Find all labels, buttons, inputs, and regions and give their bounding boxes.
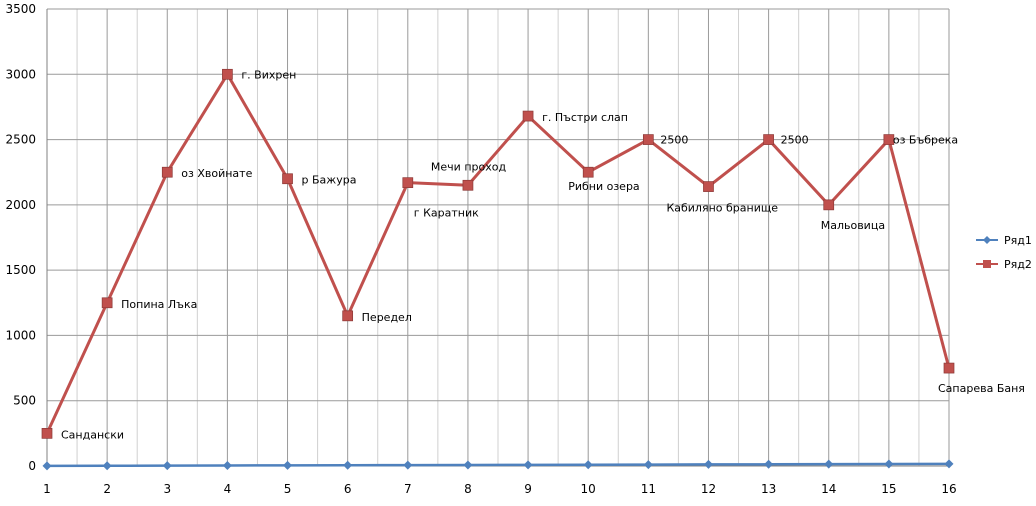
data-label: Мечи проход <box>431 160 507 173</box>
data-point <box>764 459 774 469</box>
data-label: г. Пъстри слап <box>542 111 628 124</box>
x-tick-label: 7 <box>404 482 412 496</box>
x-tick-label: 6 <box>344 482 352 496</box>
data-point <box>523 460 533 470</box>
legend: Ряд1 Ряд2 <box>976 234 1032 271</box>
x-axis-tick-labels: 1 2 3 4 5 6 7 8 9 10 11 12 13 14 15 16 <box>43 482 956 496</box>
legend-label: Ряд1 <box>1004 234 1032 247</box>
y-tick-label: 2500 <box>5 133 36 147</box>
x-tick-label: 8 <box>464 482 472 496</box>
minor-gridlines <box>76 9 920 466</box>
x-tick-label: 11 <box>641 482 656 496</box>
data-point <box>102 461 112 471</box>
y-tick-label: 3500 <box>5 2 36 16</box>
data-point <box>944 459 954 469</box>
data-point <box>582 166 594 178</box>
data-point <box>643 460 653 470</box>
y-tick-label: 3000 <box>5 67 36 81</box>
data-label: р Бажура <box>302 174 357 187</box>
data-point <box>943 362 955 374</box>
data-point <box>343 460 353 470</box>
x-tick-label: 1 <box>43 482 51 496</box>
data-label: Кабиляно бранище <box>666 202 778 215</box>
data-point <box>41 428 53 439</box>
legend-label: Ряд2 <box>1004 258 1032 271</box>
data-point <box>101 297 113 309</box>
data-label: 2500 <box>660 134 688 147</box>
x-tick-label: 5 <box>284 482 292 496</box>
data-labels: Сандански Попина Лъка оз Хвойнате г. Вихрен… <box>61 68 1025 441</box>
x-tick-label: 15 <box>881 482 896 496</box>
data-point <box>402 177 414 189</box>
data-point <box>283 460 293 470</box>
x-tick-label: 13 <box>761 482 776 496</box>
data-point <box>282 173 293 185</box>
data-point <box>162 461 172 471</box>
data-point <box>884 459 894 469</box>
data-point <box>462 179 474 191</box>
x-tick-label: 16 <box>941 482 956 496</box>
legend-marker <box>983 260 991 268</box>
major-gridlines <box>46 8 950 467</box>
data-point <box>763 134 774 145</box>
data-point <box>883 134 895 145</box>
x-tick-label: 12 <box>701 482 716 496</box>
data-point <box>522 110 534 122</box>
y-tick-label: 1500 <box>5 263 36 277</box>
data-label: оз Бъбрека <box>893 134 958 147</box>
x-tick-label: 14 <box>821 482 836 496</box>
y-tick-label: 2000 <box>5 198 36 212</box>
data-label: г. Вихрен <box>241 68 296 81</box>
data-point <box>403 460 413 470</box>
data-point <box>823 199 835 211</box>
data-label: Сапарева Баня <box>938 382 1025 395</box>
data-point <box>161 166 173 178</box>
data-point <box>42 461 52 471</box>
y-tick-label: 500 <box>13 394 36 408</box>
y-tick-label: 0 <box>28 459 36 473</box>
x-tick-label: 10 <box>581 482 596 496</box>
y-axis-tick-labels: 0 500 1000 1500 2000 2500 3000 3500 <box>5 2 36 473</box>
x-tick-label: 9 <box>524 482 532 496</box>
data-point <box>342 310 354 322</box>
data-label: г Каратник <box>414 207 479 220</box>
x-tick-label: 2 <box>103 482 111 496</box>
data-label: оз Хвойнате <box>181 167 252 180</box>
series-line <box>46 462 950 468</box>
series-group <box>41 68 955 471</box>
data-point <box>703 181 714 192</box>
data-point <box>222 460 232 470</box>
data-label: Сандански <box>61 428 124 441</box>
data-point <box>642 134 654 145</box>
data-point <box>463 460 473 470</box>
legend-marker <box>983 236 991 244</box>
data-point <box>583 460 593 470</box>
data-point <box>222 68 233 80</box>
data-label: 2500 <box>781 134 809 147</box>
data-label: Рибни озера <box>568 180 639 193</box>
y-tick-label: 1000 <box>5 328 36 342</box>
data-point <box>703 459 713 469</box>
x-tick-label: 3 <box>163 482 171 496</box>
series-line <box>45 72 951 434</box>
data-label: Попина Лъка <box>121 298 197 311</box>
data-label: Передел <box>362 311 412 324</box>
data-label: Мальовица <box>821 219 885 232</box>
x-tick-label: 4 <box>224 482 232 496</box>
data-point <box>824 459 834 469</box>
